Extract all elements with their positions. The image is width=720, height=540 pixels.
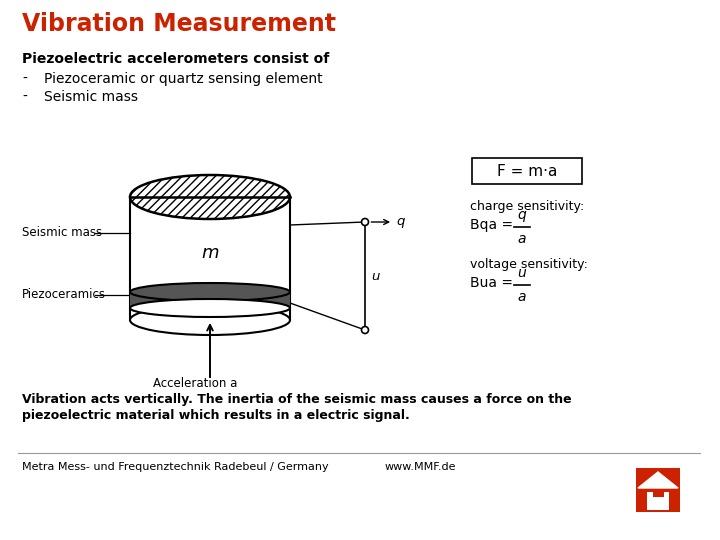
Text: a: a: [518, 290, 526, 304]
Text: Piezoelectric accelerometers consist of: Piezoelectric accelerometers consist of: [22, 52, 329, 66]
Bar: [647, 492, 669, 510]
Polygon shape: [638, 472, 678, 488]
Text: F = m·a: F = m·a: [497, 164, 557, 179]
Bar: [472, 158, 582, 184]
Ellipse shape: [130, 305, 290, 335]
Text: Acceleration a: Acceleration a: [153, 377, 237, 390]
Text: q: q: [396, 215, 405, 228]
Text: m: m: [202, 244, 219, 261]
Text: -: -: [22, 72, 27, 86]
Bar: [636, 468, 680, 512]
Text: www.MMF.de: www.MMF.de: [385, 462, 456, 472]
Bar: [652, 490, 664, 497]
Circle shape: [361, 327, 369, 334]
Text: voltage sensitivity:: voltage sensitivity:: [470, 258, 588, 271]
Text: u: u: [518, 266, 526, 280]
Bar: [130, 292, 290, 308]
Text: Seismic mass: Seismic mass: [44, 90, 138, 104]
Text: a: a: [518, 232, 526, 246]
Text: Metra Mess- und Frequenztechnik Radebeul / Germany: Metra Mess- und Frequenztechnik Radebeul…: [22, 462, 328, 472]
Text: -: -: [22, 90, 27, 104]
Text: Bqa =: Bqa =: [470, 218, 518, 232]
Ellipse shape: [130, 175, 290, 219]
Circle shape: [361, 219, 369, 226]
Text: q: q: [518, 208, 526, 222]
Ellipse shape: [130, 283, 290, 301]
Text: piezoelectric material which results in a electric signal.: piezoelectric material which results in …: [22, 409, 410, 422]
Text: Bua =: Bua =: [470, 276, 518, 290]
Bar: [130, 197, 290, 320]
Text: Vibration acts vertically. The inertia of the seismic mass causes a force on the: Vibration acts vertically. The inertia o…: [22, 393, 572, 406]
Text: charge sensitivity:: charge sensitivity:: [470, 200, 584, 213]
Text: Seismic mass: Seismic mass: [22, 226, 102, 240]
Text: Piezoceramic or quartz sensing element: Piezoceramic or quartz sensing element: [44, 72, 323, 86]
Text: Vibration Measurement: Vibration Measurement: [22, 12, 336, 36]
Text: u: u: [371, 269, 379, 282]
Text: Piezoceramics: Piezoceramics: [22, 288, 106, 301]
Ellipse shape: [130, 299, 290, 317]
